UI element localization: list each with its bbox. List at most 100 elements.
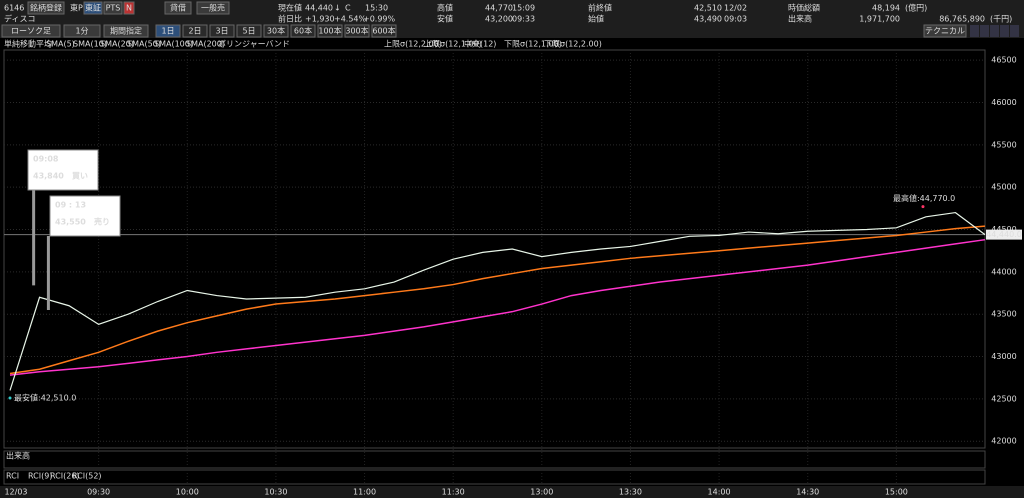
arrow: ↓ xyxy=(334,4,341,13)
legend-entry: SMA(5) xyxy=(46,40,75,49)
unit: (千円) xyxy=(990,14,1012,24)
band-entry: 下限σ(12,2.00) xyxy=(544,40,602,49)
trade-side: 買い xyxy=(72,172,88,181)
range-button[interactable] xyxy=(263,24,289,38)
series-line xyxy=(9,211,986,391)
range: 1日 xyxy=(161,27,174,36)
range-button[interactable] xyxy=(182,24,208,38)
pts: PTS xyxy=(106,4,121,13)
x-tick-label: 13:30 xyxy=(619,488,642,497)
register-button[interactable] xyxy=(27,1,65,15)
legend-entry: ボリンジャーバンド xyxy=(218,40,290,49)
legend-entry: SMA(10) xyxy=(73,40,107,49)
flag: C xyxy=(345,4,351,13)
y-tick-label: 46000 xyxy=(991,98,1016,107)
tool-icon[interactable] xyxy=(1010,25,1019,37)
range-button[interactable] xyxy=(155,24,181,38)
trade-callout xyxy=(27,149,99,191)
period-button[interactable] xyxy=(103,24,149,38)
market: 東P xyxy=(70,3,83,13)
legend-entry: SMA(200) xyxy=(186,40,225,49)
range-button[interactable] xyxy=(209,24,235,38)
unit: (億円) xyxy=(905,3,927,13)
x-tick-label: 12/03 xyxy=(4,488,27,497)
range: 5日 xyxy=(242,27,255,36)
margin: 一般売 xyxy=(201,3,225,13)
last-price-box xyxy=(986,229,1022,240)
label: 時価総額 xyxy=(788,3,820,13)
y-tick-label: 44500 xyxy=(991,225,1016,234)
technical-button[interactable] xyxy=(923,24,967,38)
time-axis-bg xyxy=(0,486,1024,498)
y-tick-label: 44000 xyxy=(991,267,1016,276)
y-tick-label: 46500 xyxy=(991,56,1016,65)
interval-button[interactable] xyxy=(63,24,101,38)
range: 100本 xyxy=(318,26,341,36)
series-line xyxy=(9,225,986,375)
label: 始値 xyxy=(588,14,604,24)
plot-area xyxy=(3,49,986,449)
period: 期間指定 xyxy=(110,26,142,36)
x-tick-label: 13:00 xyxy=(530,488,553,497)
range: 2日 xyxy=(188,27,201,36)
tool-icon[interactable] xyxy=(970,25,979,37)
band-entry: 下限σ(12,1.00) xyxy=(504,40,562,49)
time: 15:30 xyxy=(365,4,388,13)
band-entry: 上限σ(12,2.00) xyxy=(384,40,442,49)
chart-kind-button[interactable] xyxy=(1,24,61,38)
x-tick-label: 09:30 xyxy=(87,488,110,497)
time: 15:09 xyxy=(512,4,535,13)
x-tick-label: 14:30 xyxy=(796,488,819,497)
range: 60本 xyxy=(294,26,312,36)
stock-name: ディスコ xyxy=(4,14,35,24)
range-button[interactable] xyxy=(344,24,370,38)
y-tick-label: 42000 xyxy=(991,437,1016,446)
technical: テクニカル xyxy=(925,27,965,36)
legend-entry: SMA(100) xyxy=(154,40,193,49)
pts-button[interactable] xyxy=(103,1,123,15)
date: 12/02 xyxy=(724,4,747,13)
legend-entry: SMA(50) xyxy=(127,40,161,49)
stock-code: 6146 xyxy=(4,4,24,13)
trade-callout xyxy=(49,195,121,237)
exchange-button[interactable] xyxy=(83,1,103,15)
range-button[interactable] xyxy=(236,24,262,38)
high: 44,770 xyxy=(485,4,513,13)
lending-button[interactable] xyxy=(164,1,192,15)
market-cap: 48,194 xyxy=(872,4,900,13)
rci-label: RCI(52) xyxy=(72,472,102,481)
tool-icon[interactable] xyxy=(990,25,999,37)
y-tick-label: 42500 xyxy=(991,394,1016,403)
range-button[interactable] xyxy=(371,24,397,38)
x-tick-label: 10:30 xyxy=(264,488,287,497)
prev-close: 42,510 xyxy=(694,4,722,13)
rci-label: RCI(26) xyxy=(50,472,80,481)
change: +1,930 xyxy=(305,15,335,24)
rci-label: RCI xyxy=(6,472,19,481)
amount: 86,765,890 xyxy=(939,15,985,24)
chart-kind: ローソク足 xyxy=(11,27,51,36)
tool-icon[interactable] xyxy=(980,25,989,37)
range-button[interactable] xyxy=(317,24,343,38)
x-tick-label: 15:00 xyxy=(885,488,908,497)
news-button[interactable] xyxy=(123,1,135,15)
label: 前終値 xyxy=(588,3,612,13)
annotation-label: 最高値:44,770.0 xyxy=(893,193,955,203)
series-line xyxy=(9,238,986,376)
label: 安値 xyxy=(437,14,453,24)
trade-price: 43,840 xyxy=(33,172,64,181)
trade-time: 09:08 xyxy=(33,155,59,164)
news: N xyxy=(126,4,132,13)
margin-button[interactable] xyxy=(196,1,230,15)
volume-pane-label: 出来高 xyxy=(6,451,30,461)
y-tick-label: 45000 xyxy=(991,183,1016,192)
change-pct: +0.99% xyxy=(363,15,396,24)
y-tick-label: 43000 xyxy=(991,352,1016,361)
tool-icon[interactable] xyxy=(1000,25,1009,37)
annotation-point xyxy=(8,396,12,400)
range-button[interactable] xyxy=(290,24,316,38)
volume: 1,971,700 xyxy=(859,15,900,24)
band-entry: 上限σ(12,1.00) xyxy=(424,40,482,49)
band-entry: 中央(12) xyxy=(464,39,496,49)
rci-label: RCI(9) xyxy=(28,472,52,481)
